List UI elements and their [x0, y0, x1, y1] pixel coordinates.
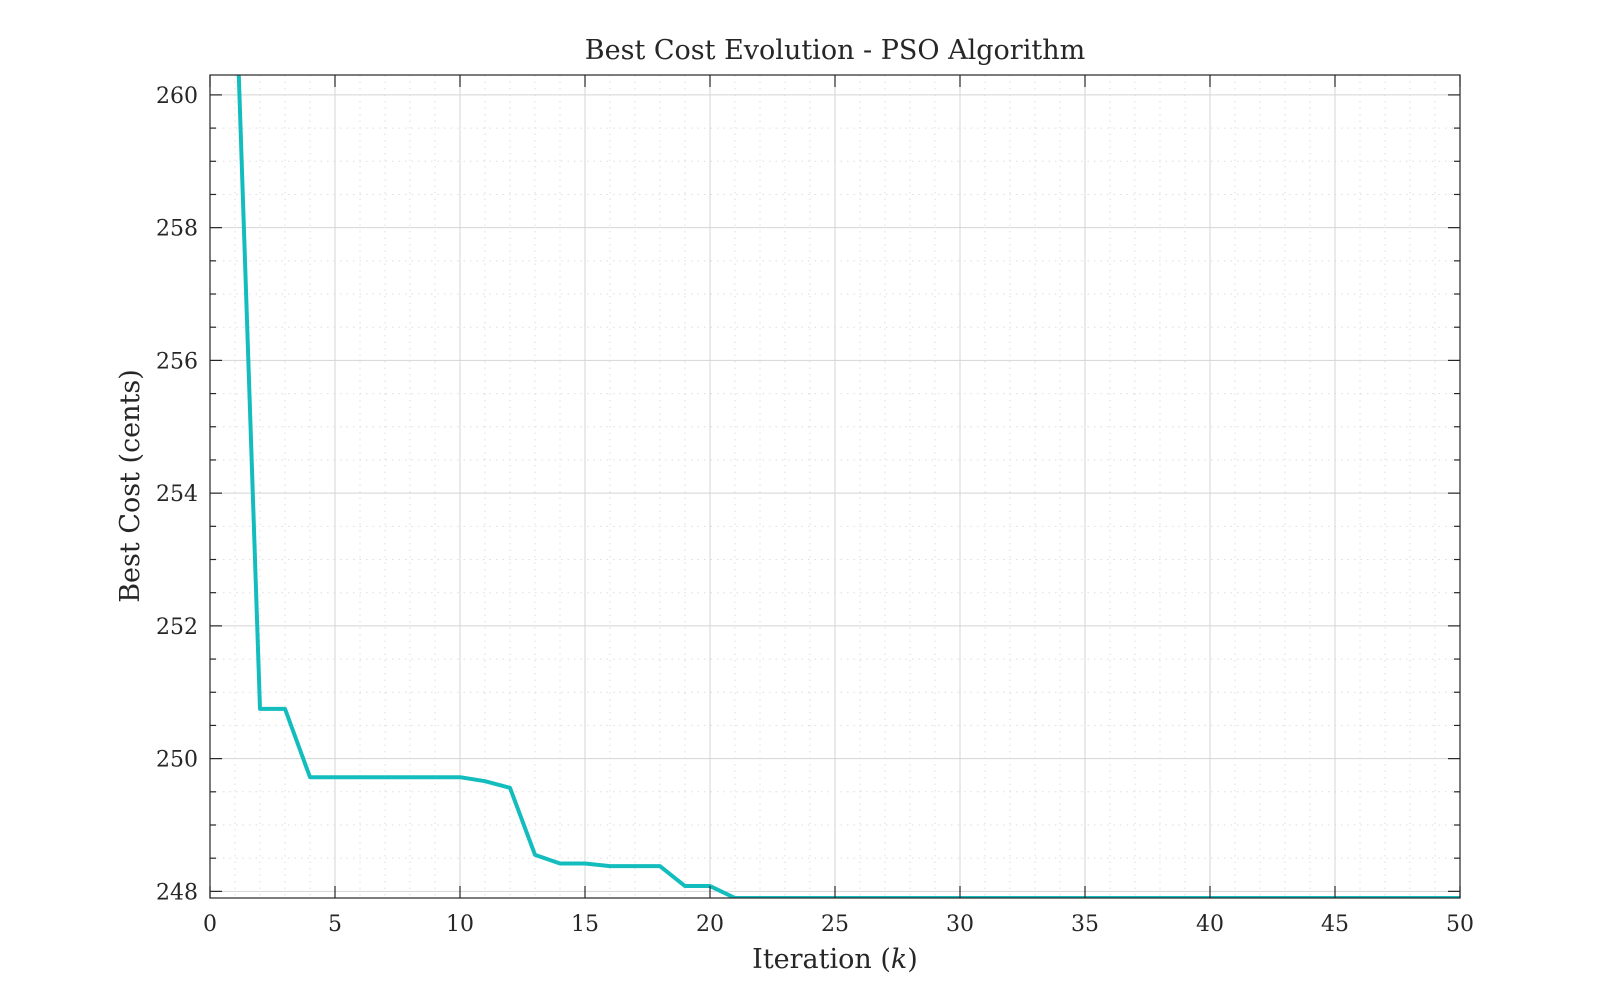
x-tick-label: 30	[946, 912, 974, 937]
x-tick-label: 40	[1196, 912, 1224, 937]
x-axis-label: Iteration (k)	[752, 944, 918, 975]
chart-title: Best Cost Evolution - PSO Algorithm	[585, 35, 1085, 66]
x-tick-label: 25	[821, 912, 849, 937]
y-tick-label: 254	[156, 482, 198, 507]
y-tick-labels: 248 250 252 254 256 258 260	[156, 84, 198, 905]
y-tick-label: 256	[156, 349, 198, 374]
x-tick-label: 0	[203, 912, 217, 937]
axis-ticks	[209, 75, 1461, 898]
series-layer	[236, 75, 1460, 898]
x-tick-label: 10	[446, 912, 474, 937]
y-tick-label: 260	[156, 84, 198, 109]
y-tick-label: 258	[156, 217, 198, 242]
x-tick-label: 45	[1321, 912, 1349, 937]
y-tick-label: 248	[156, 880, 198, 905]
x-tick-labels: 0 5 10 15 20 25 30 35 40 45 50	[203, 912, 1474, 937]
x-tick-label: 5	[328, 912, 342, 937]
y-tick-label: 252	[156, 615, 198, 640]
y-tick-label: 250	[156, 748, 198, 773]
x-tick-label: 15	[571, 912, 599, 937]
y-axis-label: Best Cost (cents)	[115, 369, 146, 603]
x-tick-label: 35	[1071, 912, 1099, 937]
best-cost-series-line	[236, 75, 1460, 898]
x-tick-label: 20	[696, 912, 724, 937]
x-tick-label: 50	[1446, 912, 1474, 937]
